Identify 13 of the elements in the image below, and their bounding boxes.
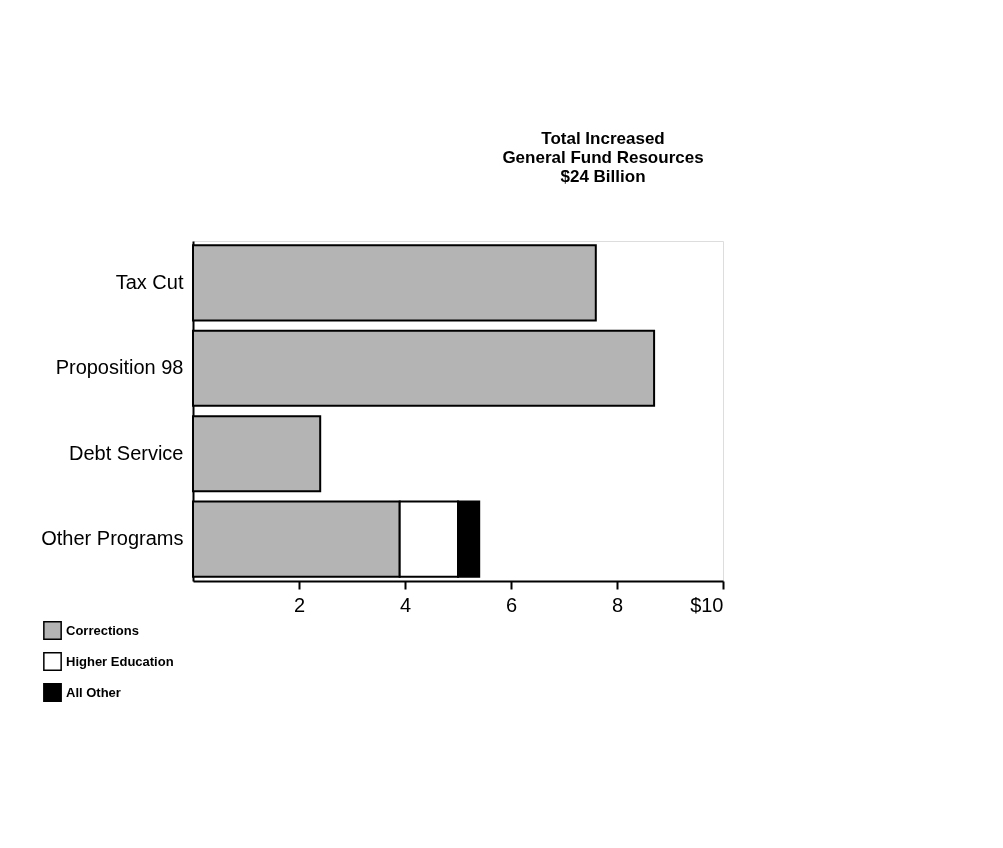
x-tick-label: 4 bbox=[399, 593, 412, 616]
x-tick-label: 8 bbox=[611, 593, 624, 616]
y-tick-label: Proposition 98 bbox=[55, 356, 184, 379]
legend-label: Higher Education bbox=[66, 653, 174, 669]
legend-label: All Other bbox=[66, 684, 121, 700]
text: Total Increased General Fund Resources $24 Billion bbox=[502, 129, 704, 186]
legend-label: Corrections bbox=[66, 622, 139, 638]
y-tick-label: Tax Cut bbox=[115, 270, 184, 293]
y-tick-label: Other Programs bbox=[41, 527, 184, 550]
y-tick-label: Debt Service bbox=[69, 441, 184, 464]
x-tick-label: $10 bbox=[690, 593, 724, 616]
x-tick-label: 2 bbox=[293, 593, 306, 616]
x-tick-label: 6 bbox=[505, 593, 518, 616]
